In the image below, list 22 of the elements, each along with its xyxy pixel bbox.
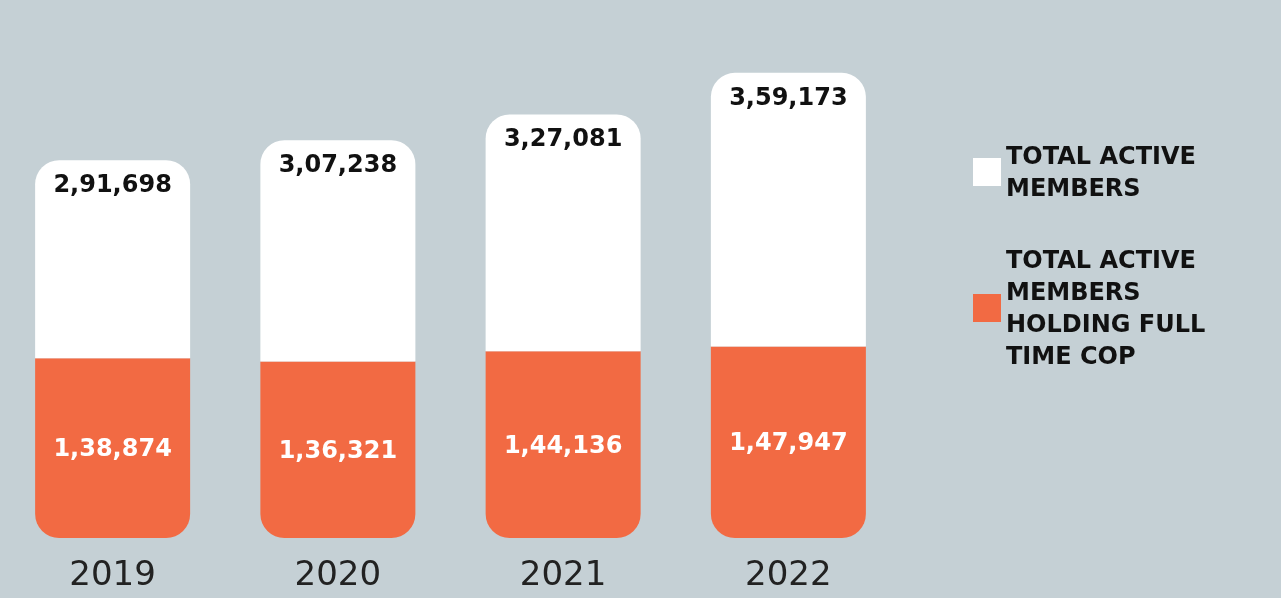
bar [260,140,416,362]
bar [485,114,641,352]
data-label: 1,38,874 [53,434,172,463]
total-label: 3,59,173 [729,82,848,111]
bar [710,346,866,538]
bar [35,358,191,538]
bar [260,361,416,538]
x-tick-label: 2022 [745,553,832,593]
total-label: 2,91,698 [53,170,172,199]
x-tick-label: 2019 [69,553,156,593]
bar [710,72,866,347]
bar [35,160,191,359]
bar [485,351,641,538]
data-label: 1,36,321 [278,435,398,464]
total-label: 3,07,238 [278,150,398,179]
x-tick-label: 2021 [519,553,607,593]
data-label: 1,47,947 [729,428,848,457]
x-tick-label: 2020 [294,553,382,593]
legend-label: TOTAL ACTIVE MEMBERS HOLDING FULL TIME COP [1006,246,1214,370]
data-label: 1,44,136 [503,430,623,459]
total-label: 3,27,081 [503,124,623,153]
legend-label: TOTAL ACTIVE MEMBERS [1006,142,1205,202]
